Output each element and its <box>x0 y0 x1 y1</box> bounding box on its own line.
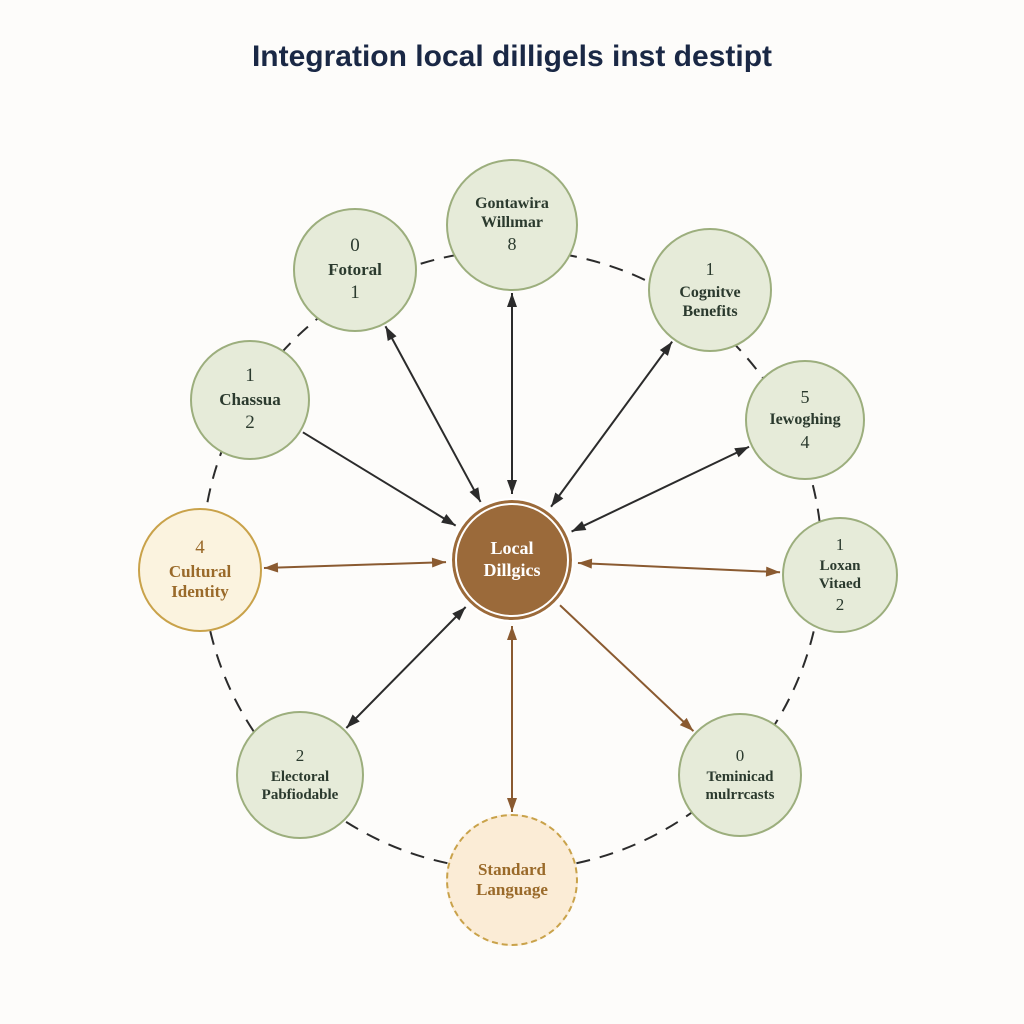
node-label: ElectoralPabfiodable <box>262 768 339 804</box>
node-label: GontawiraWillımar <box>475 194 549 232</box>
spoke-chassua <box>303 432 456 525</box>
node-label: Chassua <box>219 390 280 410</box>
spoke-electoral <box>346 607 465 728</box>
node-label: Iewoghing <box>769 410 840 429</box>
node-numtop: 1 <box>706 259 715 281</box>
node-label: CulturalIdentity <box>169 562 231 603</box>
node-numbot: 1 <box>350 282 360 305</box>
node-label: LoxanVitaed <box>819 557 861 593</box>
spoke-teminicad <box>560 605 693 731</box>
spoke-iewoghing <box>572 447 750 532</box>
node-cultural: 4CulturalIdentity <box>138 508 262 632</box>
center-node: LocalDillgics <box>450 498 574 622</box>
spoke-cognitive <box>551 342 672 507</box>
node-gontawira: GontawiraWillımar8 <box>446 159 578 291</box>
node-label: LocalDillgics <box>484 538 541 581</box>
node-label: Fotoral <box>328 260 382 280</box>
node-label: StandardLanguage <box>476 860 548 901</box>
node-numbot: 2 <box>245 412 255 435</box>
spoke-fotoral <box>385 326 480 502</box>
page-title: Integration local dilligels inst destipt <box>0 40 1024 74</box>
node-fotoral: 0Fotoral1 <box>293 208 417 332</box>
node-label: Teminicadmulrrcasts <box>706 768 775 804</box>
node-label: CognitveBenefits <box>679 283 740 321</box>
spoke-standard <box>507 626 517 812</box>
node-numtop: 1 <box>245 365 255 388</box>
node-numbot: 2 <box>836 595 845 615</box>
node-cognitive: 1CognitveBenefits <box>648 228 772 352</box>
node-iewoghing: 5Iewoghing 4 <box>745 360 865 480</box>
spoke-loxan <box>578 559 780 577</box>
spoke-cultural <box>264 558 446 573</box>
node-electoral: 2ElectoralPabfiodable <box>236 711 364 839</box>
node-teminicad: 0Teminicadmulrrcasts <box>678 713 802 837</box>
node-numtop: 2 <box>296 746 305 766</box>
node-chassua: 1Chassua2 <box>190 340 310 460</box>
node-numtop: 0 <box>350 235 360 258</box>
node-numtop: 4 <box>195 537 205 560</box>
node-loxan: 1LoxanVitaed2 <box>782 517 898 633</box>
spoke-gontawira <box>507 293 517 494</box>
node-numtop: 5 <box>801 387 810 409</box>
node-numtop: 1 <box>836 535 845 555</box>
node-numtop: 0 <box>736 746 745 766</box>
node-numbot: 8 <box>508 234 517 256</box>
node-numbot: 4 <box>801 432 810 454</box>
node-standard: StandardLanguage <box>446 814 578 946</box>
